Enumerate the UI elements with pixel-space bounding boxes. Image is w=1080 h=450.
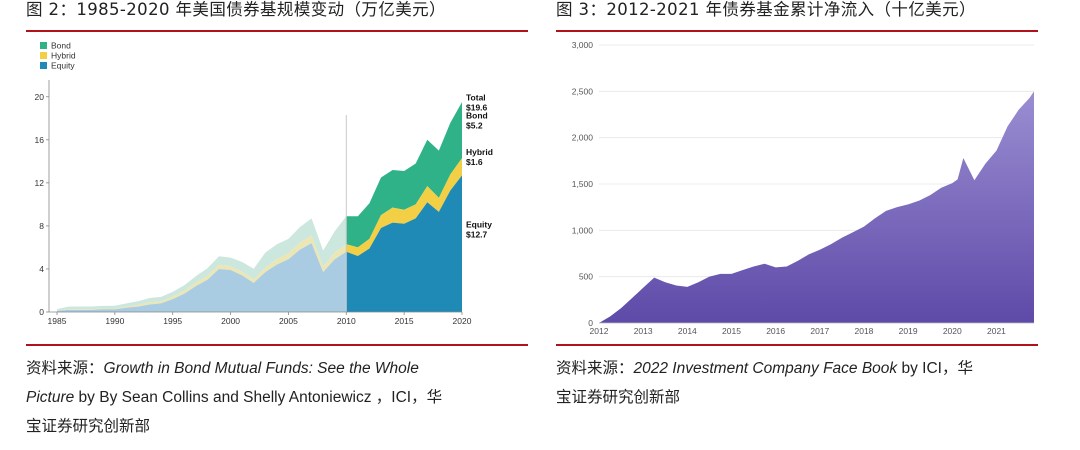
y-tick-label: 4	[39, 264, 44, 274]
end-label-hybrid-name: Hybrid	[466, 147, 493, 157]
left-source-italic: Growth in Bond Mutual Funds: See the Who…	[103, 360, 419, 377]
y-tick-label: 2,500	[572, 86, 594, 96]
right-source-line: 资料来源：2022 Investment Company Face Book b…	[556, 354, 973, 383]
right-chart-container: 0 500 1,000 1,500 2,000 2,500 3,000 2012 2013 201…	[556, 36, 1038, 336]
right-source-rest: by ICI，华	[897, 360, 973, 377]
x-tick-label: 2015	[395, 316, 414, 326]
y-tick-label: 16	[35, 135, 45, 145]
end-label-equity-name: Equity	[466, 219, 492, 229]
x-tick-label: 2010	[337, 316, 356, 326]
x-tick-label: 2019	[899, 326, 918, 336]
y-tick-label: 1,000	[572, 225, 594, 235]
x-tick-label: 1985	[48, 316, 67, 326]
left-chart-container: 0 4 8 12 16 20 1985 1990 1995 2000 2005 2010 2015 202…	[26, 36, 528, 336]
x-tick-label: 2018	[855, 326, 874, 336]
right-source-italic: 2022 Investment Company Face Book	[633, 360, 898, 377]
left-source-prefix: 资料来源：	[26, 359, 104, 377]
left-source-line: 宝证券研究创新部	[26, 412, 442, 440]
x-tick-label: 1990	[105, 316, 124, 326]
end-label-bond-name: Bond	[466, 111, 488, 121]
right-source-rule	[556, 344, 1038, 346]
hybrid-area	[346, 158, 462, 257]
x-tick-label: 2017	[810, 326, 829, 336]
right-figure: 图 3：2012-2021 年债券基金累计净流入（十亿美元） 0 500 1,000…	[556, 0, 1038, 406]
end-label-total-value: $19.6	[466, 102, 488, 112]
right-source-prefix: 宝证券研究创新部	[556, 388, 681, 406]
bond-fund-net-inflow-chart: 0 500 1,000 1,500 2,000 2,500 3,000 2012 2013 201…	[556, 36, 1038, 336]
end-label-bond-value: $5.2	[466, 121, 483, 131]
end-label-hybrid-value: $1.6	[466, 157, 483, 167]
end-label-total-name: Total	[466, 92, 486, 102]
left-figure: 图 2：1985-2020 年美国债券基规模变动（万亿美元） 0 4 8 12 16 20…	[26, 0, 528, 435]
x-tick-label: 2005	[279, 316, 298, 326]
x-tick-label: 2000	[221, 316, 240, 326]
y-tick-label: 1,500	[572, 179, 594, 189]
legend-swatch-bond	[40, 42, 47, 49]
x-tick-label: 2014	[678, 326, 697, 336]
left-source-prefix: 宝证券研究创新部	[26, 417, 151, 435]
right-figure-title: 图 3：2012-2021 年债券基金累计净流入（十亿美元）	[556, 0, 1038, 32]
y-tick-label: 8	[39, 221, 44, 231]
bond-fund-assets-chart: 0 4 8 12 16 20 1985 1990 1995 2000 2005 2010 2015 202…	[35, 41, 493, 327]
right-source-note: 资料来源：2022 Investment Company Face Book b…	[556, 354, 973, 411]
equity-area	[346, 175, 462, 312]
legend-swatch-hybrid	[40, 52, 47, 59]
bond-area	[346, 102, 462, 248]
legend-swatch-equity	[40, 62, 47, 69]
end-label-equity-value: $12.7	[466, 229, 488, 239]
legend-label-equity: Equity	[51, 61, 75, 71]
y-tick-label: 0	[588, 318, 593, 328]
x-tick-label: 2015	[722, 326, 741, 336]
y-tick-label: 2,000	[572, 133, 594, 143]
left-source-line: 资料来源：Growth in Bond Mutual Funds: See th…	[26, 354, 442, 383]
x-tick-label: 2012	[590, 326, 609, 336]
x-tick-label: 1995	[163, 316, 182, 326]
left-source-italic: Picture	[26, 389, 75, 406]
right-source-prefix: 资料来源：	[556, 359, 634, 377]
y-tick-label: 12	[35, 178, 45, 188]
left-source-line: Picture by By Sean Collins and Shelly An…	[26, 383, 442, 412]
legend-label-hybrid: Hybrid	[51, 51, 76, 61]
x-tick-label: 2021	[987, 326, 1006, 336]
x-tick-label: 2016	[766, 326, 785, 336]
y-tick-label: 0	[39, 307, 44, 317]
left-figure-title: 图 2：1985-2020 年美国债券基规模变动（万亿美元）	[26, 0, 528, 32]
x-tick-label: 2020	[943, 326, 962, 336]
left-source-rest: by By Sean Collins and Shelly Antoniewic…	[74, 389, 443, 406]
y-tick-label: 3,000	[572, 40, 594, 50]
x-tick-label: 2020	[453, 316, 472, 326]
net-inflow-area	[599, 91, 1034, 323]
left-source-note: 资料来源：Growth in Bond Mutual Funds: See th…	[26, 354, 442, 440]
x-tick-label: 2013	[634, 326, 653, 336]
legend-label-bond: Bond	[51, 41, 71, 51]
equity-area-pre2010	[57, 243, 347, 312]
left-source-rule	[26, 344, 528, 346]
y-tick-label: 500	[579, 272, 593, 282]
right-source-line: 宝证券研究创新部	[556, 383, 973, 411]
y-tick-label: 20	[35, 92, 45, 102]
